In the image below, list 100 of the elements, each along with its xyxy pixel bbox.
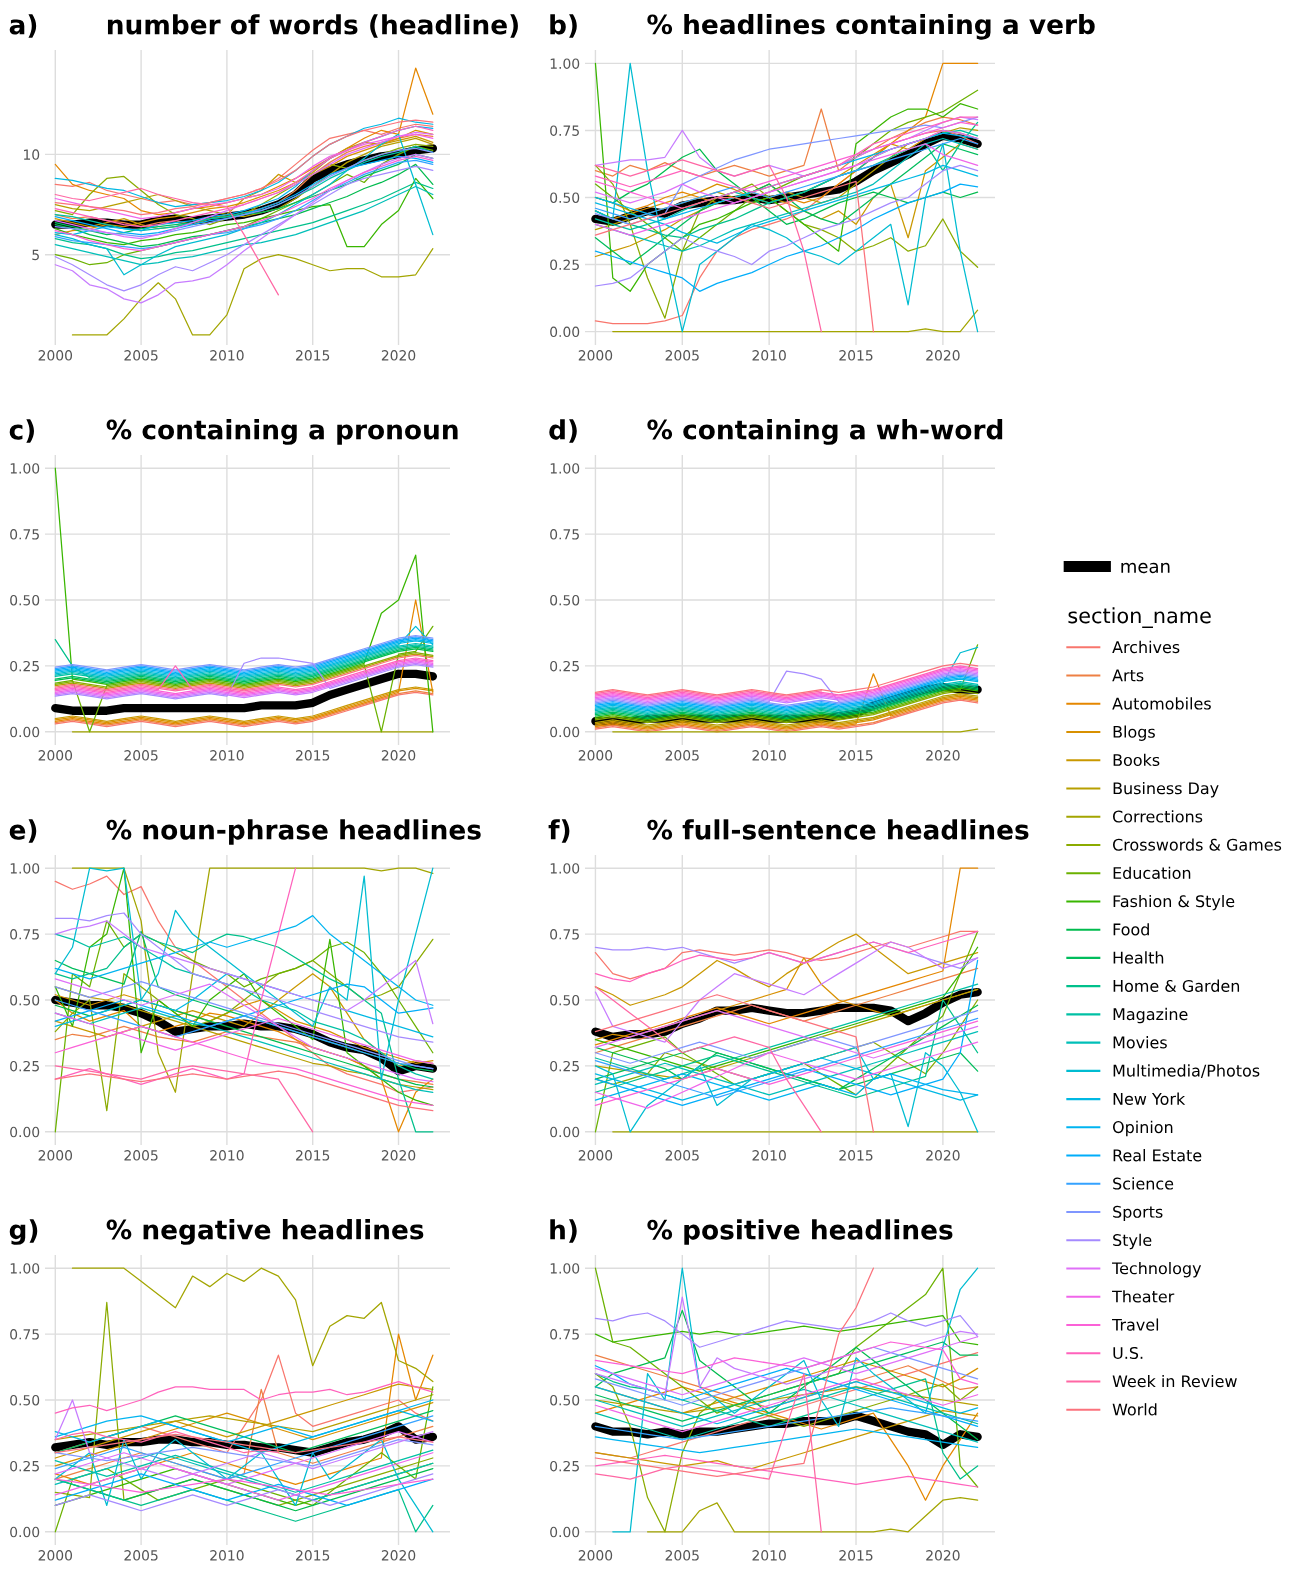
text: e) [9, 819, 37, 843]
y-tick-label: 0.75 [550, 125, 579, 136]
x-tick-label: 2000 [38, 1150, 73, 1161]
text: d) [549, 419, 577, 443]
x-tick-label: 2015 [296, 750, 330, 761]
x-tick-label: 2010 [210, 750, 244, 761]
chart-title: % containing a pronoun [106, 419, 458, 445]
x-tick-label: 2020 [926, 350, 960, 361]
legend-label: Business Day [1113, 781, 1219, 798]
x-tick-label: 2005 [665, 750, 699, 761]
chart-title: % noun-phrase headlines [106, 819, 481, 845]
x-tick-label: 2005 [665, 1550, 699, 1561]
y-tick-label: 0.25 [550, 660, 579, 672]
x-tick-label: 2010 [210, 1150, 244, 1161]
legend-label: Travel [1112, 1318, 1159, 1331]
legend-label: Multimedia/Photos [1113, 1064, 1260, 1078]
chart-title: % full-sentence headlines [647, 819, 1029, 840]
x-tick-label: 2000 [38, 750, 73, 761]
y-tick-label: 5 [32, 249, 39, 261]
y-tick-label: 0.75 [10, 929, 39, 940]
x-tick-label: 2000 [578, 750, 613, 761]
y-tick-label: 0.50 [10, 994, 40, 1006]
chart-title: % positive headlines [647, 1219, 953, 1245]
text: a) [9, 14, 37, 38]
y-tick-label: 0.25 [550, 259, 579, 271]
x-tick-label: 2020 [381, 1150, 416, 1161]
legend-label: Science [1113, 1177, 1174, 1190]
x-tick-label: 2010 [210, 350, 244, 361]
y-tick-label: 1.00 [550, 463, 580, 474]
y-tick-label: 0.75 [550, 529, 579, 540]
chart-title: number of words (headline) [107, 14, 518, 38]
y-tick-label: 0.25 [550, 1460, 579, 1472]
legend-label: New York [1113, 1092, 1186, 1105]
x-tick-label: 2015 [296, 1550, 330, 1561]
text: c) [9, 419, 34, 443]
legend-label: Real Estate [1113, 1149, 1202, 1162]
legend-label: World [1112, 1403, 1157, 1416]
x-tick-label: 2015 [839, 1550, 873, 1561]
legend-label: Education [1113, 866, 1191, 880]
y-tick-label: 0.00 [10, 1126, 40, 1138]
y-tick-label: 1.00 [550, 863, 580, 874]
legend-label: Automobiles [1112, 697, 1211, 710]
legend-title: section_name [1068, 607, 1211, 628]
y-tick-label: 0.25 [10, 1060, 39, 1072]
y-tick-label: 0.25 [10, 660, 39, 672]
x-tick-label: 2020 [381, 750, 416, 761]
legend-label: Sports [1113, 1205, 1163, 1221]
x-tick-label: 2000 [578, 350, 613, 361]
x-tick-label: 2010 [752, 750, 786, 761]
x-tick-label: 2000 [38, 350, 73, 361]
x-tick-label: 2005 [124, 750, 158, 761]
legend-label: Corrections [1112, 810, 1203, 823]
y-tick-label: 1.00 [10, 463, 40, 474]
y-tick-label: 1.00 [10, 1263, 40, 1274]
legend-label: Crosswords & Games [1112, 838, 1282, 851]
legend-label: Fashion & Style [1113, 894, 1235, 911]
legend-label: Technology [1112, 1261, 1202, 1278]
x-tick-label: 2010 [752, 350, 786, 361]
legend-label: Arts [1112, 669, 1144, 682]
y-tick-label: 0.00 [10, 1526, 40, 1538]
legend-label: Blogs [1113, 725, 1155, 741]
x-tick-label: 2005 [124, 1150, 158, 1161]
y-tick-label: 0.25 [550, 1060, 579, 1072]
legend-label: Books [1113, 753, 1160, 767]
x-tick-label: 2000 [38, 1550, 73, 1561]
y-tick-label: 0.00 [550, 326, 580, 338]
x-tick-label: 2005 [124, 350, 158, 361]
x-tick-label: 2015 [296, 350, 330, 361]
legend-label: Style [1113, 1233, 1152, 1250]
legend-label: Archives [1112, 640, 1180, 654]
y-tick-label: 0.00 [10, 726, 40, 738]
x-tick-label: 2005 [124, 1550, 158, 1561]
y-tick-label: 0.00 [550, 1126, 580, 1138]
y-tick-label: 10 [23, 149, 40, 160]
legend-label: Health [1113, 951, 1164, 964]
y-tick-label: 0.25 [10, 1460, 39, 1472]
y-tick-label: 0.75 [550, 1329, 579, 1340]
x-tick-label: 2020 [926, 1550, 960, 1561]
y-tick-label: 0.00 [550, 1526, 580, 1538]
legend-label: mean [1121, 562, 1170, 574]
legend-label: Movies [1113, 1036, 1167, 1049]
text: g) [9, 1219, 38, 1245]
y-tick-label: 0.00 [550, 726, 580, 738]
x-tick-label: 2010 [752, 1150, 786, 1161]
x-tick-label: 2020 [381, 1550, 416, 1561]
x-tick-label: 2005 [665, 1150, 699, 1161]
text: f) [548, 819, 570, 843]
x-tick-label: 2000 [578, 1150, 613, 1161]
y-tick-label: 1.00 [10, 863, 40, 874]
y-tick-label: 0.50 [10, 1394, 40, 1406]
y-tick-label: 0.75 [550, 929, 579, 940]
y-tick-label: 0.50 [550, 594, 580, 606]
y-tick-label: 1.00 [550, 1263, 580, 1274]
y-tick-label: 1.00 [550, 58, 580, 69]
chart-title: % negative headlines [106, 1219, 424, 1245]
y-tick-label: 0.50 [10, 594, 40, 606]
x-tick-label: 2010 [752, 1550, 786, 1561]
x-tick-label: 2010 [210, 1550, 244, 1561]
x-tick-label: 2005 [665, 350, 699, 361]
x-tick-label: 2020 [381, 350, 416, 361]
